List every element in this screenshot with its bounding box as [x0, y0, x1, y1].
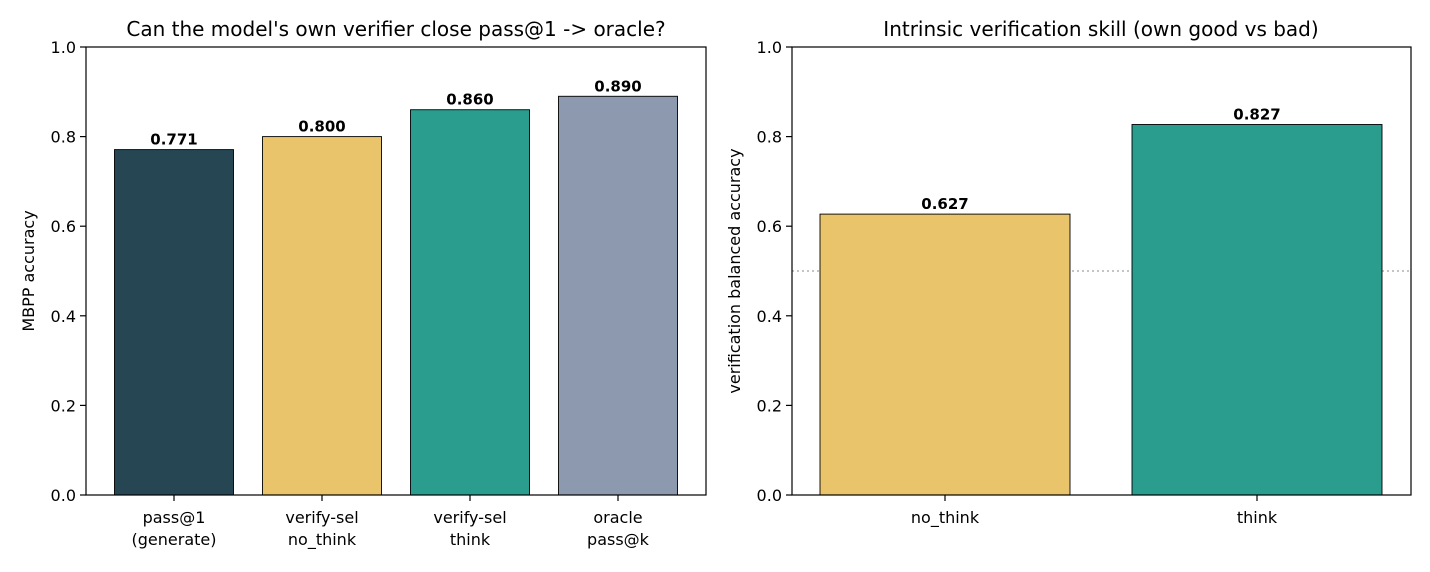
bar — [819, 213, 1071, 496]
x-tick-label: think — [450, 530, 491, 549]
y-axis-label: verification balanced accuracy — [725, 148, 744, 393]
y-tick-label: 0.4 — [757, 307, 782, 326]
y-tick-label: 1.0 — [51, 38, 76, 57]
data-label: 0.827 — [1233, 106, 1280, 124]
x-tick-label: (generate) — [132, 530, 217, 549]
x-tick-label: no_think — [288, 530, 357, 550]
x-tick-label: pass@k — [587, 530, 650, 549]
y-tick-label: 0.2 — [51, 396, 76, 415]
x-tick-label: oracle — [593, 508, 642, 527]
y-tick-label: 0.2 — [757, 396, 782, 415]
x-tick-label: verify-sel — [433, 508, 506, 527]
y-tick-label: 0.8 — [757, 128, 782, 147]
y-tick-label: 0.0 — [757, 486, 782, 505]
bar — [262, 136, 382, 496]
x-tick-label: think — [1237, 508, 1278, 527]
chart-title: Intrinsic verification skill (own good v… — [883, 17, 1318, 41]
y-tick-label: 0.0 — [51, 486, 76, 505]
data-label: 0.860 — [446, 91, 493, 109]
axes-frame — [791, 46, 1412, 496]
axes-frame — [85, 46, 707, 496]
data-label: 0.800 — [298, 118, 345, 136]
y-tick-label: 0.4 — [51, 307, 76, 326]
chart-panel-mbpp-accuracy: Can the model's own verifier close pass@… — [19, 17, 707, 550]
data-label: 0.771 — [150, 131, 197, 149]
data-label: 0.890 — [594, 77, 641, 95]
bar — [558, 95, 678, 496]
x-tick-label: pass@1 — [143, 508, 206, 527]
bar — [114, 149, 234, 496]
data-label: 0.627 — [921, 195, 968, 213]
x-tick-label: verify-sel — [285, 508, 358, 527]
chart-panel-verification-skill: Intrinsic verification skill (own good v… — [725, 17, 1412, 528]
y-tick-label: 0.8 — [51, 128, 76, 147]
y-tick-label: 1.0 — [757, 38, 782, 57]
x-tick-label: no_think — [911, 508, 980, 528]
chart-title: Can the model's own verifier close pass@… — [126, 17, 665, 41]
y-tick-label: 0.6 — [757, 217, 782, 236]
y-axis-label: MBPP accuracy — [19, 210, 38, 331]
y-tick-label: 0.6 — [51, 217, 76, 236]
bar — [1131, 124, 1383, 496]
bar — [410, 109, 530, 496]
